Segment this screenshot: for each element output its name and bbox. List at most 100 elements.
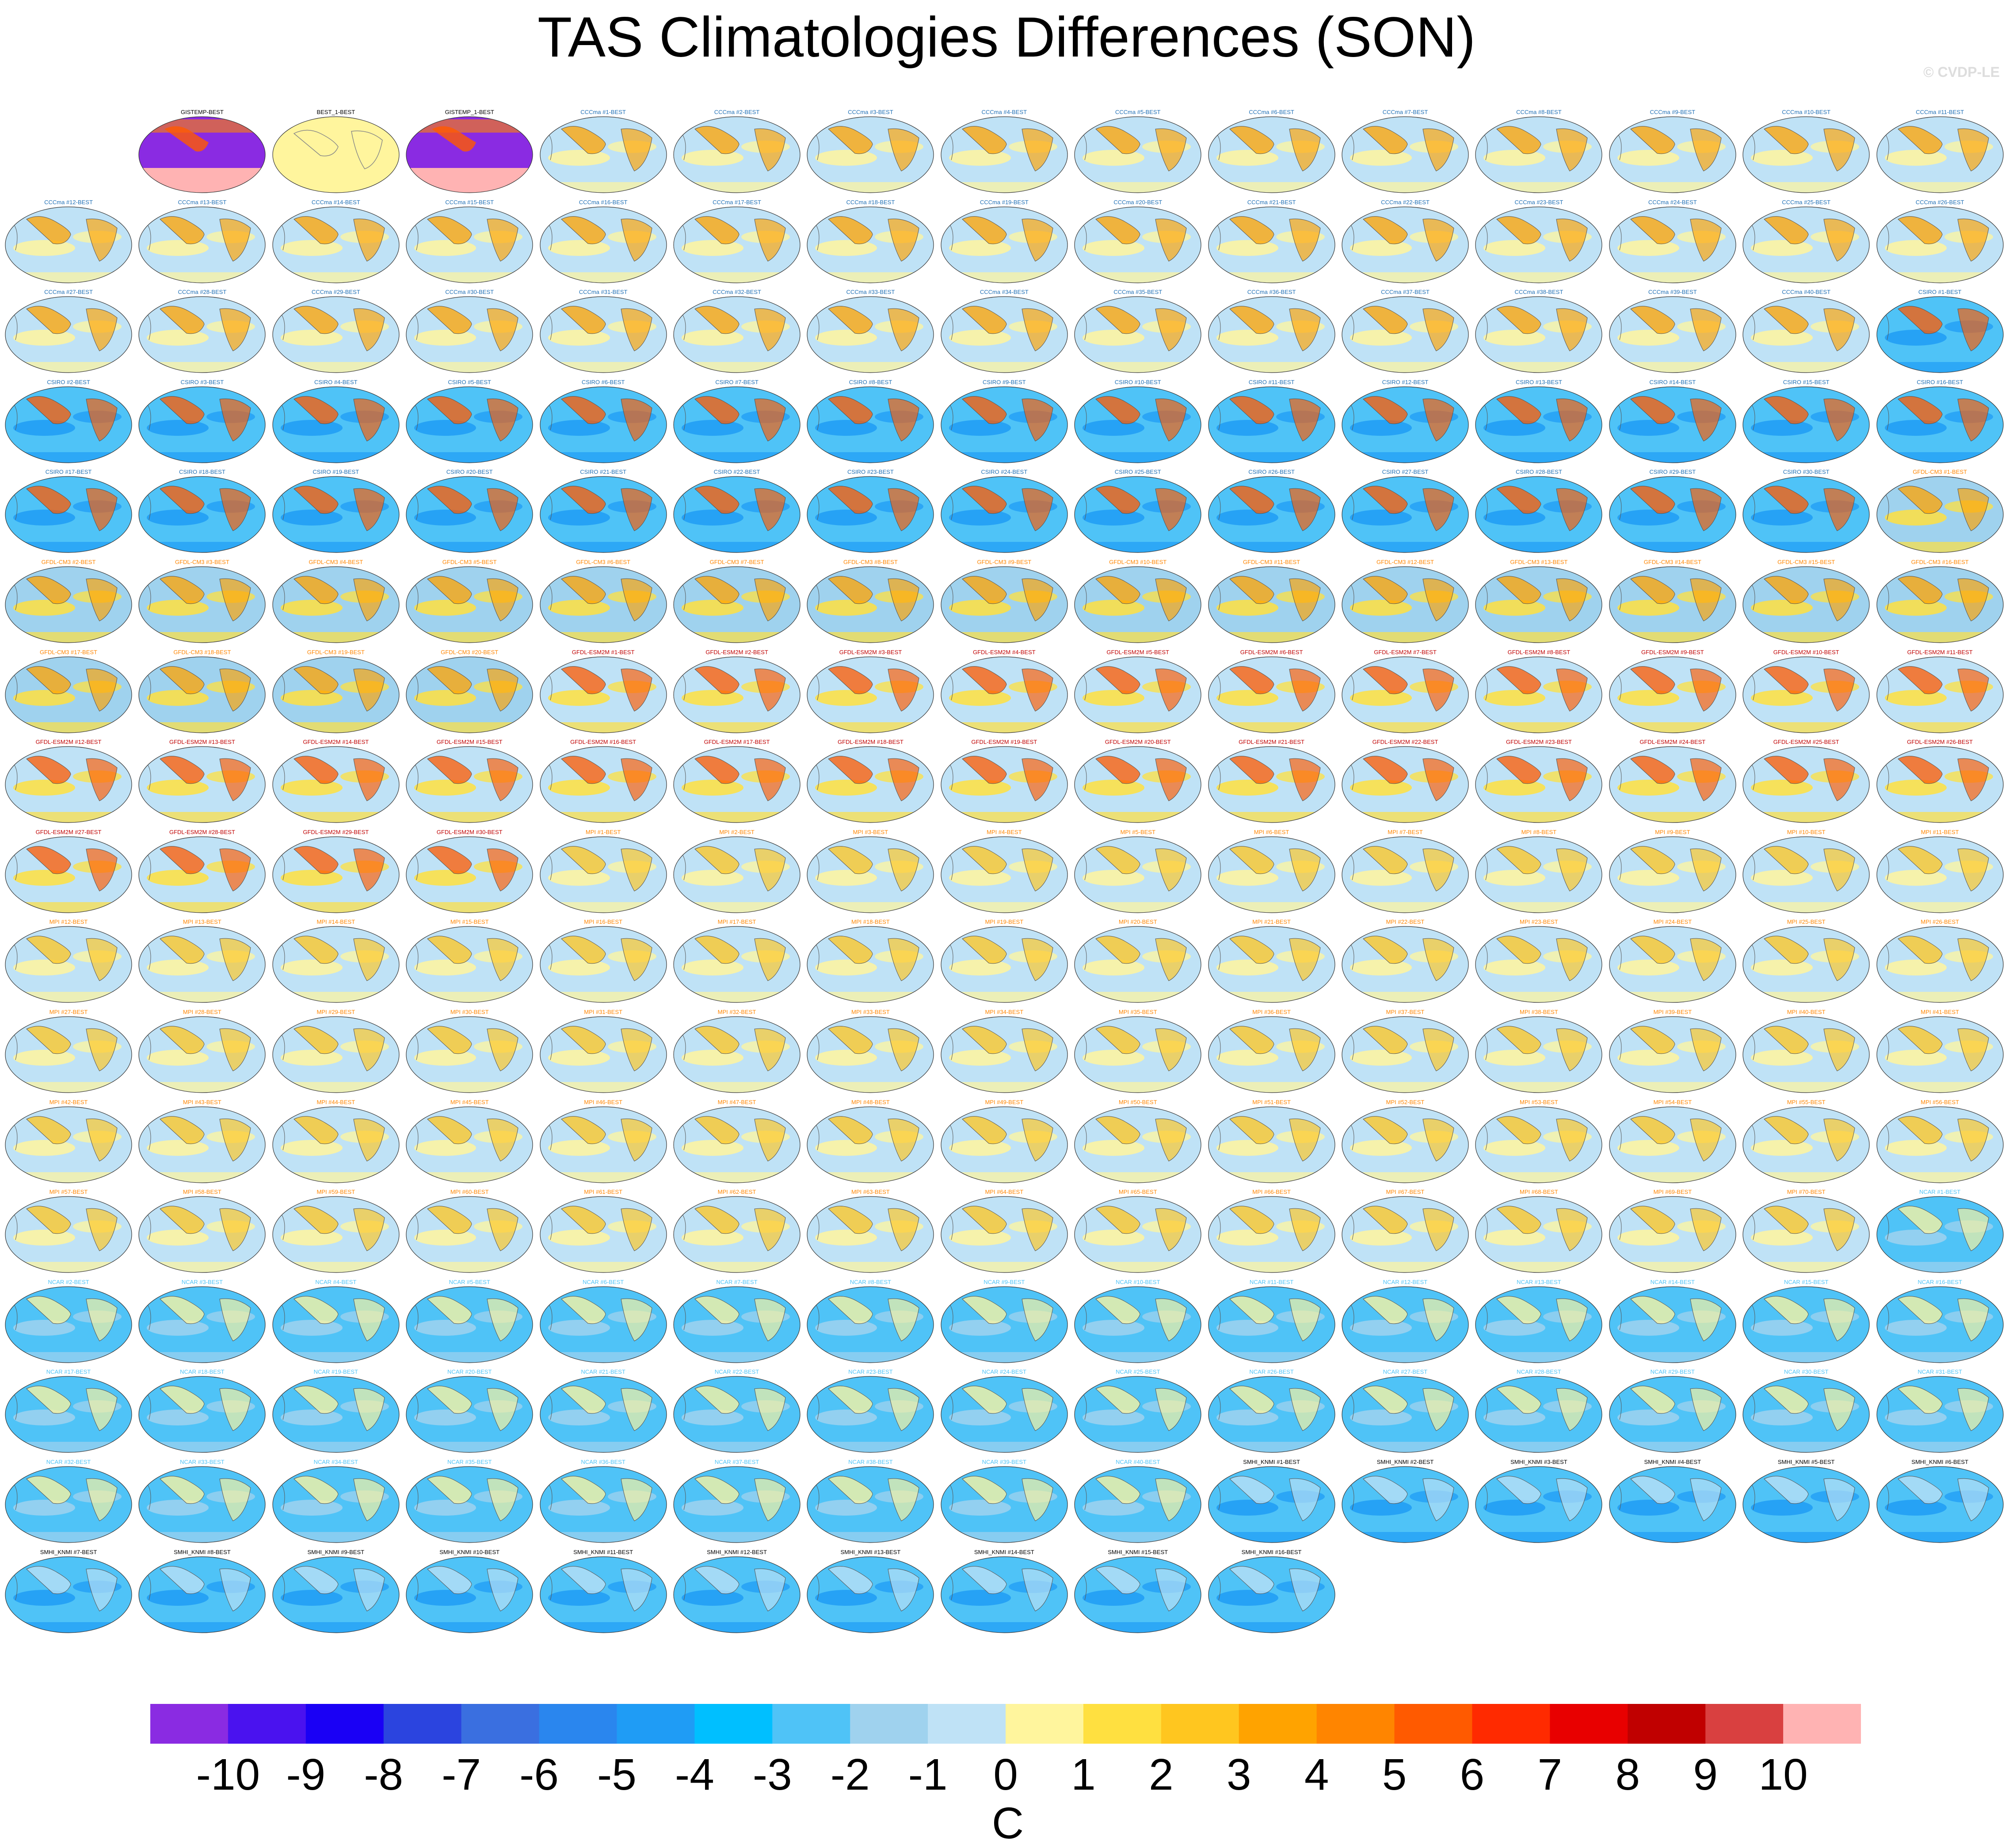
map-panel-label: GFDL-CM3 #8-BEST: [843, 559, 898, 565]
map-panel-label: NCAR #39-BEST: [982, 1459, 1026, 1465]
map-panel-field: [1876, 206, 2004, 283]
map-panel-field: [1074, 656, 1201, 733]
map-panel: SMHI_KNMI #13-BEST: [806, 1549, 934, 1634]
map-panel: GFDL-ESM2M #2-BEST: [673, 649, 801, 734]
map-panel: SMHI_KNMI #8-BEST: [138, 1549, 266, 1634]
map-panel-label: MPI #33-BEST: [851, 1009, 890, 1015]
map-panel-label: MPI #16-BEST: [584, 918, 622, 926]
map-panel-field: [539, 1376, 667, 1453]
map-panel-label: GFDL-CM3 #1-BEST: [1913, 469, 1967, 476]
colorbar-swatch: [1316, 1704, 1395, 1744]
map-panel: SMHI_KNMI #5-BEST: [1742, 1459, 1870, 1543]
map-panel: CSIRO #29-BEST: [1609, 469, 1737, 553]
map-panel-field: [1609, 836, 1736, 913]
map-panel-label: GFDL-CM3 #16-BEST: [1911, 559, 1969, 565]
map-panel-field: [1475, 836, 1602, 913]
colorbar-tick-label: -5: [597, 1750, 637, 1799]
map-panel: MPI #38-BEST: [1475, 1009, 1603, 1094]
map-panel-field: [539, 836, 667, 913]
map-panel: CCCma #40-BEST: [1742, 289, 1870, 373]
map-panel-field: [406, 1196, 533, 1273]
map-panel-label: NCAR #22-BEST: [714, 1368, 759, 1376]
map-panel-label: SMHI_KNMI #9-BEST: [307, 1548, 365, 1555]
map-panel-field: [1342, 296, 1469, 373]
map-panel-label: CCCma #32-BEST: [713, 289, 761, 296]
colorbar-swatch: [461, 1704, 540, 1744]
map-panel-label: NCAR #26-BEST: [1249, 1368, 1294, 1376]
colorbar-swatch: [694, 1704, 773, 1744]
map-panel: MPI #68-BEST: [1475, 1189, 1603, 1273]
map-panel-label: MPI #67-BEST: [1386, 1189, 1425, 1196]
map-panel-label: SMHI_KNMI #12-BEST: [707, 1548, 767, 1555]
map-panel: GFDL-ESM2M #17-BEST: [673, 739, 801, 823]
map-panel-label: MPI #39-BEST: [1653, 1009, 1692, 1015]
map-panel-field: [1208, 1286, 1335, 1363]
map-panel-field: [941, 566, 1068, 643]
map-panel-field: [673, 566, 801, 643]
map-panel-field: [1609, 1106, 1736, 1183]
map-panel-label: MPI #61-BEST: [584, 1189, 622, 1196]
map-panel: CCCma #37-BEST: [1341, 289, 1469, 373]
map-panel-field: [539, 926, 667, 1003]
map-panel: MPI #32-BEST: [673, 1009, 801, 1094]
map-panel-field: [5, 1556, 132, 1633]
map-panel-label: GFDL-CM3 #15-BEST: [1777, 559, 1835, 565]
colorbar-swatch: [539, 1704, 617, 1744]
map-panel-label: CCCma #14-BEST: [311, 198, 360, 206]
colorbar-unit: C: [991, 1798, 1024, 1848]
map-panel-label: CCCma #6-BEST: [1249, 109, 1294, 115]
map-panel: CCCma #25-BEST: [1742, 199, 1870, 284]
map-panel-label: CCCma #5-BEST: [1115, 109, 1161, 115]
map-panel: GFDL-ESM2M #24-BEST: [1609, 739, 1737, 823]
map-panel-label: MPI #57-BEST: [49, 1189, 88, 1196]
map-panel-label: CSIRO #15-BEST: [1783, 378, 1830, 385]
map-panel: MPI #52-BEST: [1341, 1099, 1469, 1184]
colorbar-swatch: [150, 1704, 229, 1744]
map-panel-label: MPI #12-BEST: [49, 918, 88, 926]
map-panel-label: CSIRO #21-BEST: [580, 469, 626, 476]
map-panel: GFDL-CM3 #19-BEST: [272, 649, 400, 734]
map-panel: MPI #50-BEST: [1074, 1099, 1202, 1184]
map-panel-label: MPI #66-BEST: [1252, 1189, 1291, 1196]
map-panel-field: [1475, 386, 1602, 463]
map-panel-label: MPI #27-BEST: [49, 1009, 88, 1015]
map-panel-label: GFDL-CM3 #4-BEST: [309, 559, 363, 565]
map-panel-field: [406, 926, 533, 1003]
map-panel-label: CSIRO #7-BEST: [715, 378, 759, 385]
map-panel-field: [1876, 476, 2004, 553]
map-panel: NCAR #31-BEST: [1876, 1368, 2004, 1453]
map-panel-field: [1609, 1016, 1736, 1093]
map-panel: MPI #48-BEST: [806, 1099, 934, 1184]
map-panel-field: [539, 746, 667, 823]
map-panel-field: [1742, 926, 1870, 1003]
map-panel-field: [1742, 296, 1870, 373]
map-panel-field: [138, 1466, 266, 1543]
map-panel-field: [1074, 1556, 1201, 1633]
map-panel-label: MPI #23-BEST: [1520, 918, 1558, 926]
map-panel-field: [406, 1016, 533, 1093]
map-panel: CCCma #17-BEST: [673, 199, 801, 284]
map-panel-label: GFDL-CM3 #12-BEST: [1376, 559, 1434, 565]
map-panel: MPI #33-BEST: [806, 1009, 934, 1094]
map-panel-label: MPI #63-BEST: [851, 1189, 890, 1196]
map-panel-label: NCAR #15-BEST: [1784, 1278, 1829, 1285]
colorbar-swatch: [1550, 1704, 1628, 1744]
map-panel: GFDL-ESM2M #7-BEST: [1341, 649, 1469, 734]
map-panel: NCAR #19-BEST: [272, 1368, 400, 1453]
map-panel: MPI #18-BEST: [806, 918, 934, 1003]
map-panel-label: CSIRO #10-BEST: [1114, 378, 1161, 385]
map-panel: MPI #57-BEST: [4, 1189, 133, 1273]
map-panel-label: NCAR #11-BEST: [1249, 1278, 1294, 1285]
map-panel: CCCma #13-BEST: [138, 199, 266, 284]
map-panel: CSIRO #12-BEST: [1341, 379, 1469, 464]
map-panel: CCCma #19-BEST: [940, 199, 1068, 284]
map-panel-label: GFDL-ESM2M #8-BEST: [1507, 648, 1571, 655]
map-panel-field: [272, 1196, 400, 1273]
map-panel-field: [272, 656, 400, 733]
map-panel: CSIRO #7-BEST: [673, 379, 801, 464]
map-panel: MPI #13-BEST: [138, 918, 266, 1003]
map-panel: NCAR #3-BEST: [138, 1279, 266, 1364]
map-panel-field: [941, 926, 1068, 1003]
map-panel: GFDL-CM3 #5-BEST: [405, 559, 534, 644]
map-panel: NCAR #37-BEST: [673, 1459, 801, 1543]
